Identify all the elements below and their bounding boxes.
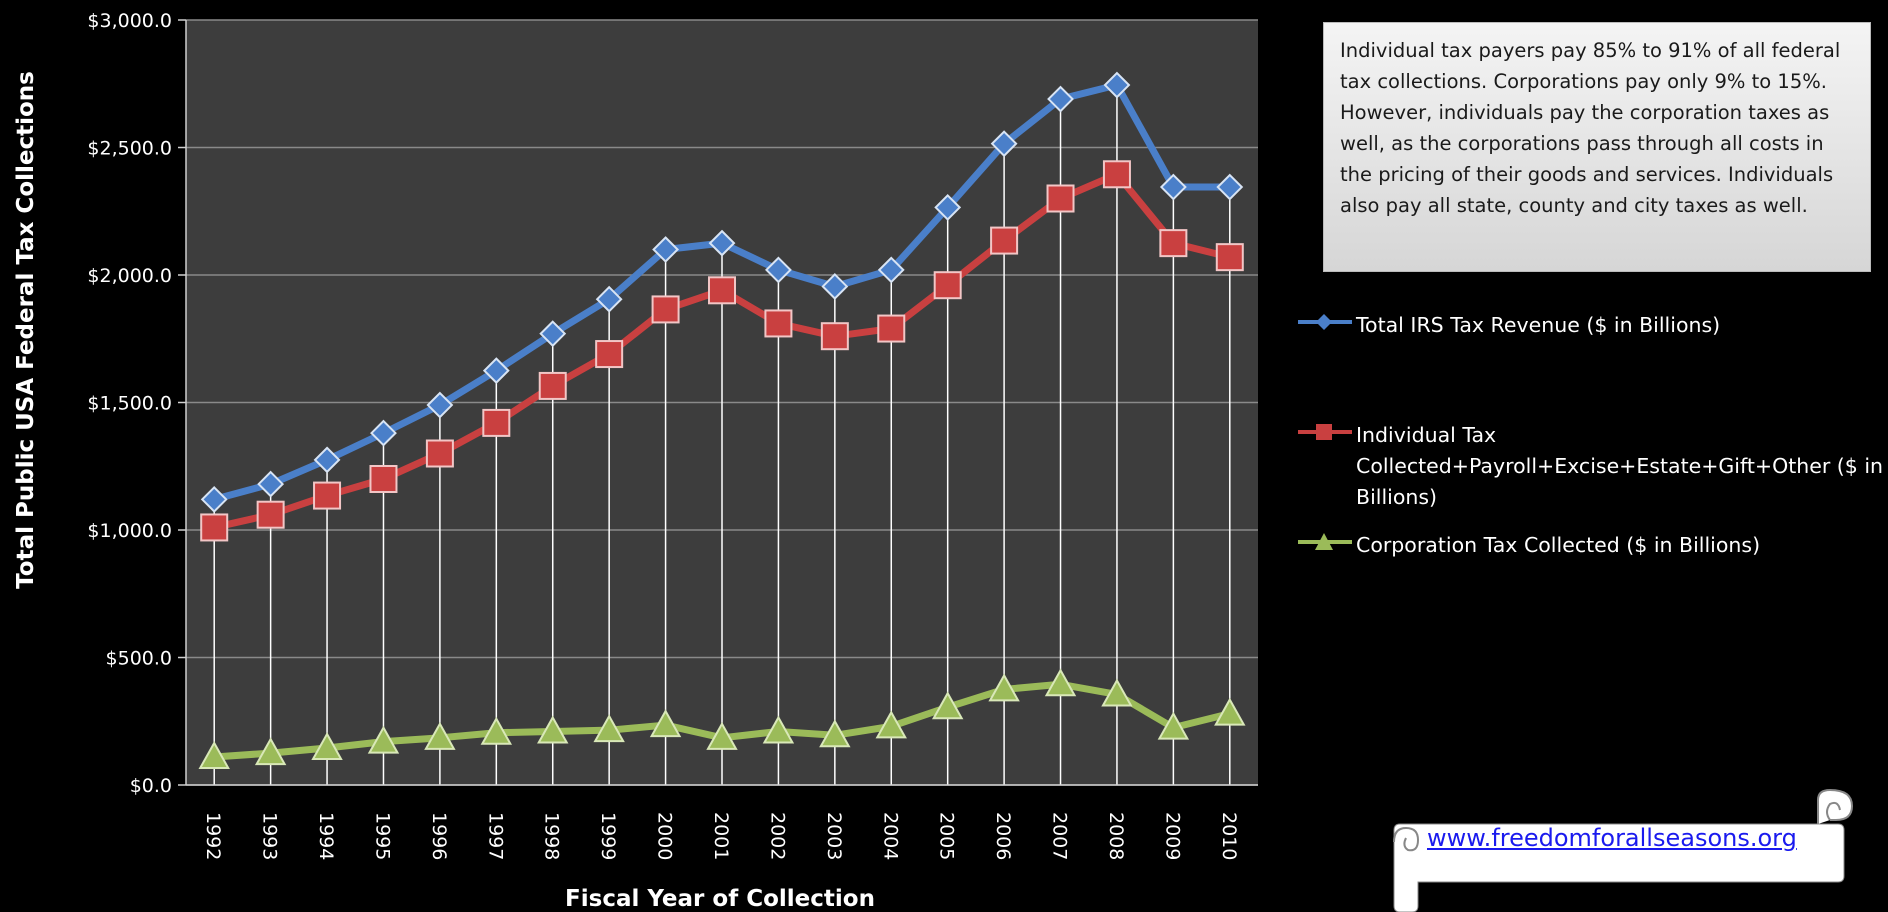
- x-tick-label: 2005: [936, 812, 958, 860]
- series-3-point: [1044, 668, 1077, 697]
- series-3-point: [311, 731, 343, 761]
- series-1-point: [370, 419, 397, 447]
- series-2-point: [764, 309, 793, 338]
- x-tick-label: 2002: [766, 812, 788, 860]
- y-tick-label: $1,000.0: [87, 520, 172, 542]
- series-3-point: [424, 721, 456, 750]
- series-2-point: [200, 513, 229, 542]
- x-tick-label: 2001: [710, 812, 732, 860]
- series-2-point: [482, 408, 511, 437]
- series-2-point: [538, 371, 567, 400]
- series-3-point: [1214, 697, 1246, 726]
- x-tick-label: 1997: [484, 812, 506, 860]
- series-2-point: [820, 322, 849, 351]
- x-tick-label: 2000: [654, 812, 676, 860]
- series-2-point: [708, 276, 736, 305]
- x-tick-label: 2007: [1049, 812, 1071, 860]
- series-1-point: [257, 470, 285, 498]
- series-2-point: [256, 500, 285, 529]
- series-1-point: [708, 229, 736, 257]
- series-3-point: [988, 673, 1020, 702]
- series-markers: [198, 71, 1246, 769]
- series-3-point: [593, 714, 625, 743]
- y-axis-title: Total Public USA Federal Tax Collections: [13, 71, 39, 589]
- series-3-point: [649, 709, 682, 738]
- legend-label: Corporation Tax Collected ($ in Billions…: [1356, 533, 1761, 557]
- series-2-point: [1046, 184, 1075, 213]
- series-1-point: [1159, 173, 1187, 201]
- series-1-point: [595, 285, 623, 313]
- y-tick-label: $2,000.0: [87, 265, 172, 287]
- y-tick-label: $3,000.0: [87, 10, 172, 32]
- legend-label: Individual Tax Collected+Payroll+Excise+…: [1356, 423, 1884, 509]
- series-1-point: [1103, 71, 1131, 99]
- legend-swatch: [1298, 533, 1352, 550]
- series-1-point: [765, 256, 792, 284]
- series-1-point: [821, 273, 849, 300]
- series-2-point: [313, 481, 342, 510]
- series-3-point: [254, 737, 287, 766]
- legend-swatch: [1298, 424, 1352, 440]
- x-tick-label: 2009: [1161, 812, 1183, 860]
- x-tick-label: 1998: [541, 812, 563, 860]
- series-3-point: [367, 725, 400, 754]
- series-1-point: [1216, 173, 1244, 201]
- x-tick-label: 1993: [259, 812, 281, 860]
- annotation-box: Individual tax payers pay 85% to 91% of …: [1323, 22, 1871, 272]
- series-1-point: [313, 446, 341, 474]
- series-3-point: [480, 716, 513, 745]
- series-3-point: [537, 715, 569, 744]
- series-2-point: [877, 314, 906, 343]
- series-1-point: [934, 194, 962, 221]
- series-2-point: [651, 295, 680, 324]
- y-axis-ticks: $0.0 $500.0 $1,000.0 $1,500.0 $2,000.0 $2,500…: [87, 10, 1258, 797]
- x-tick-label: 1995: [371, 812, 393, 860]
- legend-swatch: [1298, 314, 1352, 330]
- series-2-point: [1215, 243, 1244, 272]
- website-link[interactable]: www.freedomforallseasons.org: [1427, 824, 1797, 852]
- series-1-point: [426, 391, 454, 419]
- series-1-point: [482, 357, 510, 385]
- x-tick-label: 1994: [315, 812, 337, 860]
- y-tick-label: $2,500.0: [87, 138, 172, 160]
- series-3-point: [819, 719, 851, 748]
- annotation-text: Individual tax payers pay 85% to 91% of …: [1340, 39, 1841, 217]
- x-tick-label: 2004: [879, 812, 901, 860]
- series-2-point: [369, 465, 398, 493]
- y-tick-label: $1,500.0: [87, 393, 172, 415]
- series-3-point: [1157, 711, 1190, 740]
- x-axis-title: Fiscal Year of Collection: [565, 886, 875, 912]
- x-tick-label: 1999: [597, 812, 619, 860]
- series-1-point: [990, 130, 1018, 158]
- x-tick-label: 2010: [1218, 812, 1240, 860]
- series-2-point: [1159, 229, 1188, 258]
- series-3-point: [762, 715, 795, 744]
- series-2-point: [990, 226, 1019, 255]
- series-3-point: [931, 691, 964, 720]
- scroll-banner: [1393, 788, 1854, 912]
- y-tick-label: $500.0: [106, 648, 172, 670]
- series-3-point: [706, 721, 738, 750]
- series-1-point: [539, 320, 567, 348]
- series-2-point: [595, 340, 624, 369]
- series-3-point: [875, 710, 907, 739]
- series-3-point: [1101, 678, 1133, 707]
- x-tick-label: 1996: [428, 812, 450, 860]
- series-3-point: [198, 740, 230, 769]
- x-axis-ticks: 1992 1993 1994 1995 1996 1997 1998 1999 2000 2001…: [202, 812, 1240, 860]
- x-tick-label: 2008: [1105, 812, 1127, 860]
- x-tick-label: 2006: [992, 812, 1014, 860]
- series-2-point: [425, 439, 454, 468]
- series-2-point: [933, 271, 962, 300]
- x-tick-label: 2003: [823, 812, 845, 860]
- series-1-point: [877, 256, 905, 284]
- series-1-point: [200, 485, 228, 513]
- x-tick-label: 1992: [202, 812, 224, 860]
- series-1-point: [652, 236, 679, 263]
- legend-label: Total IRS Tax Revenue ($ in Billions): [1356, 313, 1721, 337]
- y-tick-label: $0.0: [130, 775, 172, 797]
- series-1-point: [1047, 85, 1074, 113]
- series-2-point: [1102, 160, 1131, 189]
